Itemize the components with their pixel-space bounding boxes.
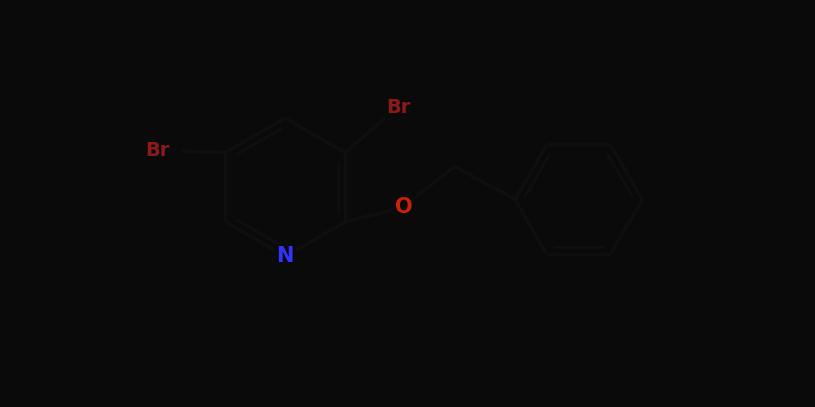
Text: Br: Br bbox=[145, 142, 170, 160]
Text: N: N bbox=[276, 246, 294, 267]
Text: Br: Br bbox=[386, 98, 411, 116]
Text: O: O bbox=[395, 197, 412, 217]
